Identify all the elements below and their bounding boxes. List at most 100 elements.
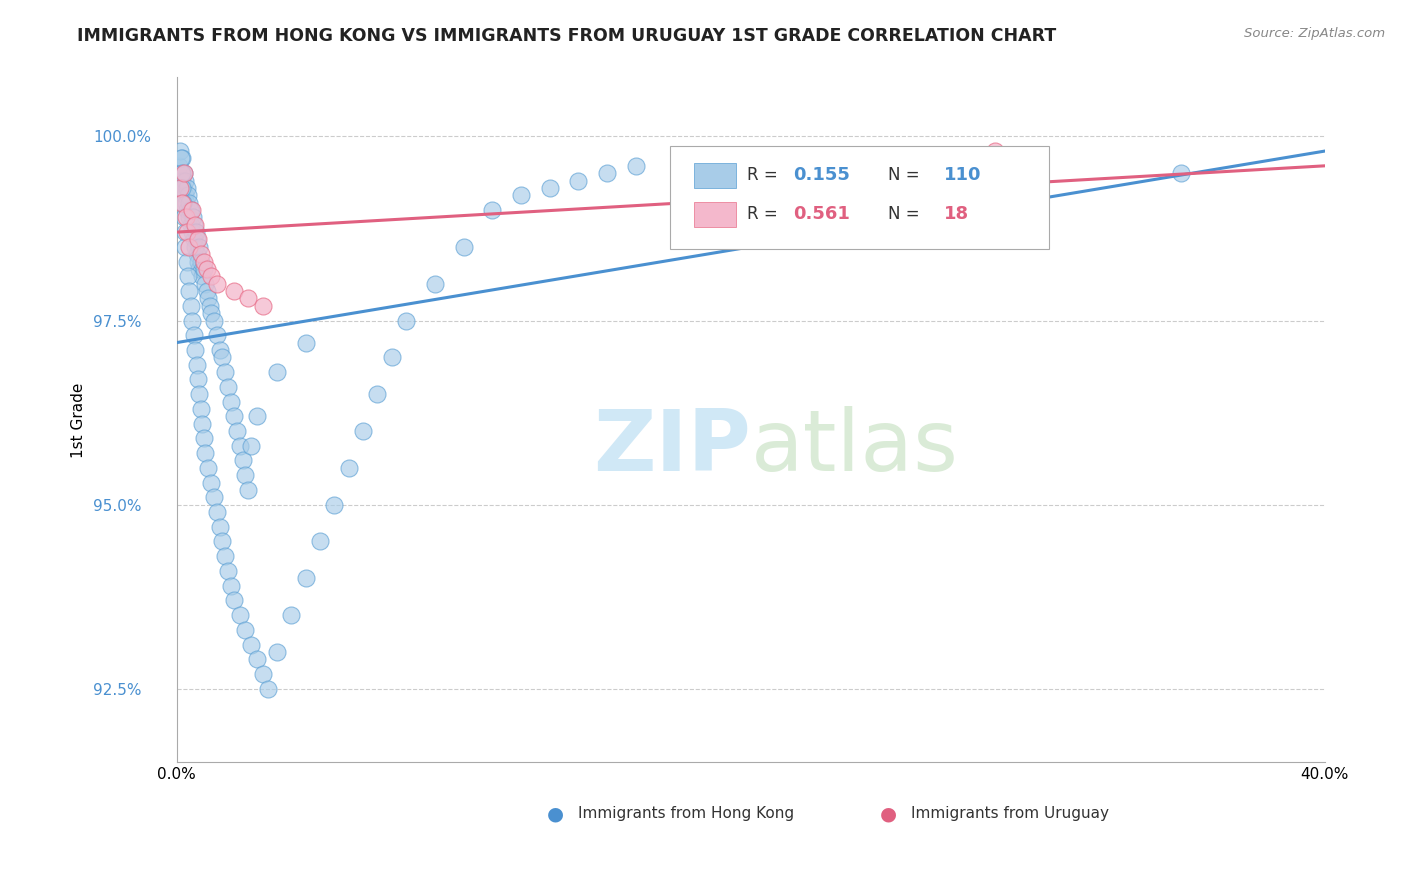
Point <box>266 645 288 659</box>
Point <box>235 623 257 637</box>
Point <box>170 152 193 166</box>
Point <box>169 181 191 195</box>
Point <box>184 240 207 254</box>
Point <box>225 424 247 438</box>
Text: 0.561: 0.561 <box>793 205 851 223</box>
Point <box>170 166 193 180</box>
Point <box>252 667 274 681</box>
Point <box>181 202 204 217</box>
Text: N =: N = <box>889 205 925 223</box>
Point <box>214 365 236 379</box>
Point <box>181 211 204 225</box>
Point <box>177 188 200 202</box>
Point <box>205 277 228 291</box>
Point <box>228 608 250 623</box>
Point <box>172 173 194 187</box>
Point <box>180 218 202 232</box>
Point <box>170 152 193 166</box>
Point <box>186 358 208 372</box>
Point <box>179 202 201 217</box>
Point <box>190 401 212 416</box>
Point <box>181 225 204 239</box>
Point <box>252 299 274 313</box>
Text: R =: R = <box>747 205 783 223</box>
Point <box>205 505 228 519</box>
Point <box>176 202 198 217</box>
Point <box>510 188 533 202</box>
Point <box>211 351 233 365</box>
Point <box>222 284 245 298</box>
FancyBboxPatch shape <box>695 163 735 187</box>
Text: ●: ● <box>880 805 897 823</box>
Point <box>266 365 288 379</box>
Point <box>238 483 260 497</box>
Text: Source: ZipAtlas.com: Source: ZipAtlas.com <box>1244 27 1385 40</box>
Point <box>240 439 263 453</box>
Text: N =: N = <box>889 167 925 185</box>
Point <box>352 424 374 438</box>
Point <box>202 313 225 327</box>
Point <box>179 240 201 254</box>
Point <box>235 468 257 483</box>
Point <box>228 439 250 453</box>
Point <box>323 498 346 512</box>
Point <box>214 549 236 564</box>
Point <box>395 313 418 327</box>
Point <box>337 460 360 475</box>
Point <box>190 247 212 261</box>
Point <box>173 166 195 180</box>
Point <box>180 202 202 217</box>
Point <box>179 284 201 298</box>
Point <box>169 144 191 158</box>
Point <box>309 534 332 549</box>
Point <box>169 159 191 173</box>
Y-axis label: 1st Grade: 1st Grade <box>72 383 86 458</box>
Point <box>179 211 201 225</box>
Text: R =: R = <box>747 167 783 185</box>
Point <box>197 460 219 475</box>
Point <box>197 292 219 306</box>
Point <box>183 232 205 246</box>
Point <box>202 491 225 505</box>
Text: Immigrants from Hong Kong: Immigrants from Hong Kong <box>578 806 794 822</box>
Point <box>280 608 302 623</box>
Point <box>173 188 195 202</box>
Point <box>624 159 647 173</box>
Point <box>172 195 194 210</box>
Point <box>246 652 269 666</box>
Point <box>198 299 221 313</box>
Point <box>177 269 200 284</box>
Point <box>208 343 231 357</box>
Point <box>381 351 404 365</box>
Point <box>183 218 205 232</box>
Point <box>176 181 198 195</box>
Point <box>294 335 316 350</box>
Point <box>219 394 242 409</box>
Point <box>222 409 245 424</box>
Point <box>174 173 197 187</box>
Point <box>193 431 215 445</box>
Point <box>184 343 207 357</box>
Point <box>195 262 218 277</box>
Point <box>538 181 561 195</box>
Point <box>481 202 503 217</box>
Point <box>173 225 195 239</box>
Point <box>200 306 222 320</box>
Point <box>194 446 217 460</box>
Point <box>205 328 228 343</box>
Point <box>170 166 193 180</box>
Point <box>219 579 242 593</box>
Point <box>187 240 209 254</box>
Point <box>246 409 269 424</box>
Point <box>186 232 208 246</box>
Point <box>184 225 207 239</box>
Point <box>231 453 253 467</box>
Text: Immigrants from Uruguay: Immigrants from Uruguay <box>911 806 1109 822</box>
Text: atlas: atlas <box>751 406 959 489</box>
Point <box>193 254 215 268</box>
Point <box>187 372 209 386</box>
Point <box>200 475 222 490</box>
Point <box>172 181 194 195</box>
Point <box>170 195 193 210</box>
Point <box>238 292 260 306</box>
